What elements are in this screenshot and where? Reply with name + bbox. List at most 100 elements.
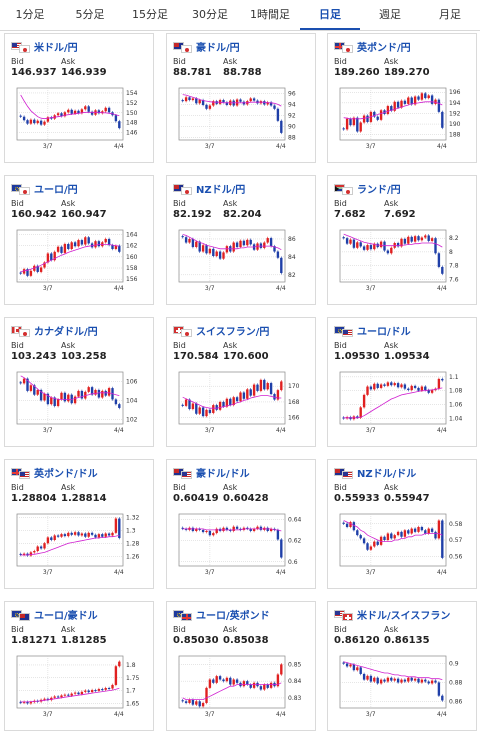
tab-7[interactable]: 月足 (439, 8, 461, 21)
candle-body (215, 251, 218, 256)
pair-card[interactable]: ユーロ/豪ドル Bid Ask 1.81271 1.81285 1.8 1.75 1.7 1.6… (4, 601, 154, 731)
candle-body (393, 101, 396, 111)
candle-body (29, 702, 33, 704)
candle-body (413, 528, 417, 532)
bid-label: Bid (11, 625, 24, 634)
candle-body (188, 97, 191, 101)
candle-body (195, 98, 198, 104)
candle-body (195, 403, 198, 414)
pair-name-link[interactable]: 英ポンド/円 (357, 42, 411, 54)
pair-name-link[interactable]: NZドル/ドル (357, 468, 417, 480)
candle-body (379, 110, 383, 120)
y-tick-label: 0.9 (449, 661, 459, 668)
candle-body (222, 100, 225, 103)
candle-body (259, 379, 263, 391)
candle-body (46, 537, 50, 544)
candle-body (84, 690, 87, 692)
pair-card[interactable]: ユーロ/円 Bid Ask 160.942 160.947 164 162 160 158 156… (4, 175, 154, 305)
pair-name-link[interactable]: ユーロ/ドル (357, 326, 411, 338)
candle-body (198, 528, 201, 530)
candle-body (114, 666, 118, 685)
candle-body (376, 541, 379, 545)
y-tick-label: 1.06 (449, 402, 463, 409)
pair-card[interactable]: カナダドル/円 Bid Ask 103.243 103.258 106 104 102 3/7 4… (4, 317, 154, 447)
candle-body (73, 396, 77, 404)
candle-body (87, 690, 90, 693)
pair-name-link[interactable]: 英ポンド/ドル (34, 468, 98, 480)
candle-body (369, 245, 373, 250)
pair-card[interactable]: NZドル/ドル Bid Ask 0.55933 0.55947 0.58 0.57 0.56 3… (327, 459, 477, 589)
y-tick-label: 0.83 (288, 695, 302, 702)
pair-name-link[interactable]: カナダドル/円 (34, 326, 98, 338)
y-tick-label: 1.7 (126, 688, 136, 695)
timeframe-tabs: 1分足 5分足 15分足 30分足 1時間足 日足 週足 月足 (0, 0, 480, 31)
candle-body (43, 698, 46, 700)
pair-name-link[interactable]: 豪ドル/ドル (196, 468, 250, 480)
bid-value: 0.85030 (173, 635, 219, 646)
pair-name-link[interactable]: ユーロ/英ポンド (196, 610, 270, 622)
x-tick-label: 4/4 (114, 427, 124, 434)
candle-body (191, 527, 195, 531)
pair-name-link[interactable]: ユーロ/円 (34, 184, 78, 196)
tab-2[interactable]: 15分足 (132, 8, 168, 21)
pair-card[interactable]: ユーロ/英ポンド Bid Ask 0.85030 0.85038 0.85 0.84 0.83… (166, 601, 316, 731)
plot-area (178, 87, 286, 141)
candle-body (256, 243, 259, 250)
candle-body (366, 245, 369, 250)
tab-4[interactable]: 1時間足 (250, 8, 290, 21)
candle-body (114, 399, 118, 405)
candle-body (188, 399, 191, 410)
candle-body (249, 528, 252, 531)
candle-body (232, 242, 235, 252)
tab-3[interactable]: 30分足 (192, 8, 228, 21)
pair-card[interactable]: NZドル/円 Bid Ask 82.192 82.204 86 84 82 3/7 4/4 (166, 175, 316, 305)
ask-label: Ask (223, 625, 238, 634)
candle-body (73, 242, 77, 247)
pair-name-link[interactable]: 米ドル/円 (34, 42, 78, 54)
candle-body (229, 398, 232, 406)
pair-card[interactable]: 英ポンド/円 Bid Ask 189.260 189.270 196 194 192 190 18… (327, 33, 477, 163)
pair-card[interactable]: ランド/円 Bid Ask 7.682 7.692 8.2 8 7.8 7.6 3/7 4/4 (327, 175, 477, 305)
pair-card[interactable]: 英ポンド/ドル Bid Ask 1.28804 1.28814 1.32 1.3 1.28 1.… (4, 459, 154, 589)
tab-6[interactable]: 週足 (379, 8, 401, 21)
y-tick-label: 0.84 (288, 678, 302, 685)
y-tick-label: 82 (288, 272, 296, 279)
candle-body (359, 407, 362, 418)
price-chart: 0.9 0.88 0.86 3/7 4/4 (339, 655, 463, 718)
jp-flag-icon (181, 44, 192, 53)
tab-1[interactable]: 5分足 (75, 8, 105, 21)
candle-body (276, 108, 280, 121)
bid-label: Bid (11, 57, 24, 66)
pair-name-link[interactable]: ユーロ/豪ドル (34, 610, 98, 622)
pair-card[interactable]: 米ドル/円 Bid Ask 146.937 146.939 154 152 150 148 146… (4, 33, 154, 163)
candle-body (410, 236, 413, 242)
candle-body (273, 528, 276, 530)
candle-body (410, 385, 413, 391)
candle-body (239, 99, 242, 102)
candle-body (276, 251, 280, 258)
pair-name-link[interactable]: 豪ドル/円 (196, 42, 240, 54)
candle-body (229, 529, 232, 531)
candle-body (239, 392, 242, 402)
x-tick-label: 3/7 (205, 711, 215, 718)
pair-name-link[interactable]: スイスフラン/円 (196, 326, 270, 338)
y-tick-label: 1.32 (126, 514, 140, 521)
tab-5[interactable]: 日足 (300, 0, 360, 30)
candle-body (246, 527, 249, 529)
pair-card[interactable]: 米ドル/スイスフラン Bid Ask 0.86120 0.86135 0.9 0.88 0.8… (327, 601, 477, 731)
pair-name-link[interactable]: ランド/円 (357, 184, 401, 196)
pair-card[interactable]: 豪ドル/ドル Bid Ask 0.60419 0.60428 0.64 0.62 0.6 3/7… (166, 459, 316, 589)
pair-card[interactable]: 豪ドル/円 Bid Ask 88.781 88.788 96 94 92 90 88 3/7 4/4 (166, 33, 316, 163)
pair-card[interactable]: スイスフラン/円 Bid Ask 170.584 170.600 170 168 166 3/7… (166, 317, 316, 447)
candle-body (280, 120, 283, 133)
candle-body (273, 105, 276, 109)
pair-name-link[interactable]: 米ドル/スイスフラン (357, 610, 451, 622)
candle-body (29, 270, 33, 276)
bid-label: Bid (334, 57, 347, 66)
candle-body (379, 679, 383, 684)
pair-card[interactable]: ユーロ/ドル Bid Ask 1.09530 1.09534 1.1 1.08 1.06 1.0… (327, 317, 477, 447)
pair-name-link[interactable]: NZドル/円 (196, 184, 246, 196)
candle-body (413, 678, 417, 681)
tab-0[interactable]: 1分足 (15, 8, 45, 21)
candle-body (39, 389, 43, 401)
